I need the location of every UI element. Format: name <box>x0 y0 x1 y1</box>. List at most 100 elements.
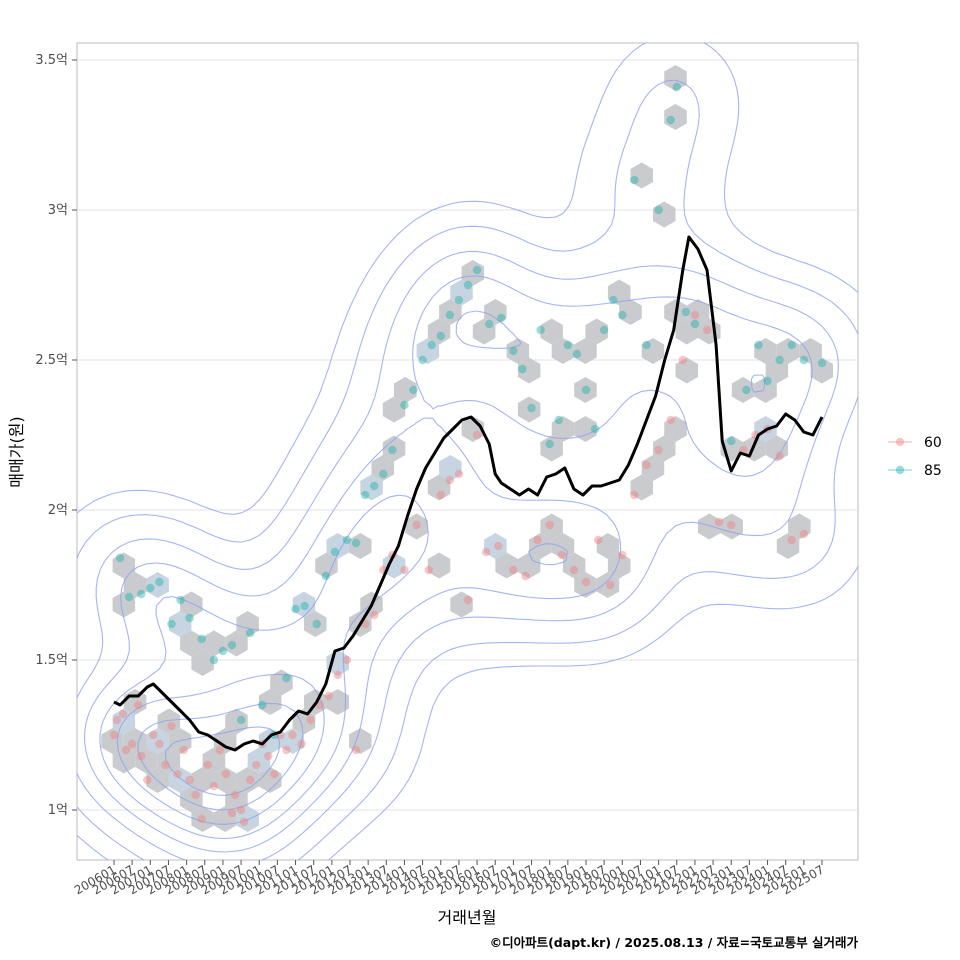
point-60 <box>270 769 279 779</box>
point-60 <box>203 760 212 770</box>
point-85 <box>681 307 691 317</box>
trend-line <box>113 235 824 752</box>
point-85 <box>754 340 763 350</box>
hex-bin <box>551 416 575 442</box>
point-85 <box>472 265 482 275</box>
hex-bin <box>191 806 214 832</box>
hex-bin <box>405 513 428 540</box>
hex-bin <box>698 513 721 540</box>
hex-bin <box>776 338 800 364</box>
hex-bin <box>157 708 181 735</box>
point-85 <box>436 331 445 341</box>
x-axis-ticks: 2006012006072007012007072008012008072009… <box>72 860 827 898</box>
point-85 <box>454 295 464 305</box>
point-85 <box>763 376 772 386</box>
point-85 <box>509 346 518 356</box>
point-85 <box>666 115 675 125</box>
point-85 <box>379 469 388 479</box>
hex-bin <box>416 338 440 364</box>
hex-bin <box>540 513 563 540</box>
point-85 <box>630 175 639 185</box>
point-60 <box>775 451 784 461</box>
hex-bin <box>450 279 473 306</box>
hex-bin <box>574 377 597 403</box>
point-60 <box>127 739 137 749</box>
density-contour <box>76 42 859 861</box>
hex-bin <box>585 318 608 345</box>
hex-bin <box>799 338 822 364</box>
point-60 <box>454 469 464 479</box>
point-60 <box>236 805 246 815</box>
point-60 <box>509 565 518 575</box>
point-60 <box>521 571 530 581</box>
density-contours <box>76 42 859 861</box>
point-85 <box>330 547 340 557</box>
legend-key-point <box>895 437 905 447</box>
point-60 <box>230 790 240 800</box>
point-85 <box>342 535 352 545</box>
hex-bin <box>574 338 597 364</box>
point-60 <box>472 430 482 440</box>
x-axis-title: 거래년월 <box>438 908 497 927</box>
hex-bin <box>540 318 563 345</box>
hex-bin <box>619 299 642 325</box>
point-60 <box>481 547 491 557</box>
hex-bin <box>258 767 282 793</box>
point-60 <box>134 700 143 710</box>
point-60 <box>654 445 663 455</box>
point-85 <box>590 424 600 434</box>
point-60 <box>252 760 261 770</box>
density-contour <box>116 673 325 825</box>
point-85 <box>115 553 125 563</box>
point-60 <box>727 520 736 530</box>
point-60 <box>412 520 421 530</box>
point-85 <box>176 595 185 605</box>
hex-bin <box>146 572 169 598</box>
legend-key-point <box>895 465 905 475</box>
point-60 <box>630 490 639 500</box>
point-85 <box>642 340 651 350</box>
point-85 <box>137 589 146 599</box>
point-85 <box>672 82 681 92</box>
point-60 <box>618 550 627 560</box>
point-60 <box>714 517 724 527</box>
point-85 <box>400 400 409 410</box>
point-85 <box>572 349 582 359</box>
point-60 <box>288 730 297 740</box>
point-85 <box>218 646 228 656</box>
hex-bin <box>664 416 687 442</box>
point-60 <box>197 814 206 824</box>
y-tick-label: 1.5억 <box>35 653 68 668</box>
hex-bin <box>304 611 327 637</box>
hex-bin <box>382 396 406 423</box>
hex-bin <box>326 533 349 559</box>
point-60 <box>221 769 231 779</box>
hex-bin <box>191 650 214 676</box>
hex-bin <box>247 747 271 774</box>
point-85 <box>370 481 379 491</box>
hex-bin <box>551 338 575 364</box>
hex-bin <box>427 318 451 345</box>
hex-bin <box>202 747 226 774</box>
point-60 <box>436 490 445 500</box>
hex-bin <box>630 162 653 189</box>
hex-bin <box>450 591 473 618</box>
point-85 <box>388 445 397 455</box>
point-60 <box>463 595 473 605</box>
point-60 <box>282 745 291 755</box>
point-85 <box>799 355 809 365</box>
point-85 <box>445 310 455 320</box>
hex-bin <box>675 318 698 345</box>
hex-bin <box>788 513 811 540</box>
hex-bin <box>574 416 597 442</box>
point-85 <box>484 319 494 329</box>
point-60 <box>370 610 379 620</box>
hex-bin <box>202 630 226 657</box>
point-85 <box>581 385 591 395</box>
point-85 <box>497 313 506 323</box>
point-85 <box>185 613 194 623</box>
point-85 <box>817 358 827 368</box>
hex-bin <box>472 318 496 345</box>
hex-bin <box>641 455 665 481</box>
hex-bin <box>810 357 834 384</box>
